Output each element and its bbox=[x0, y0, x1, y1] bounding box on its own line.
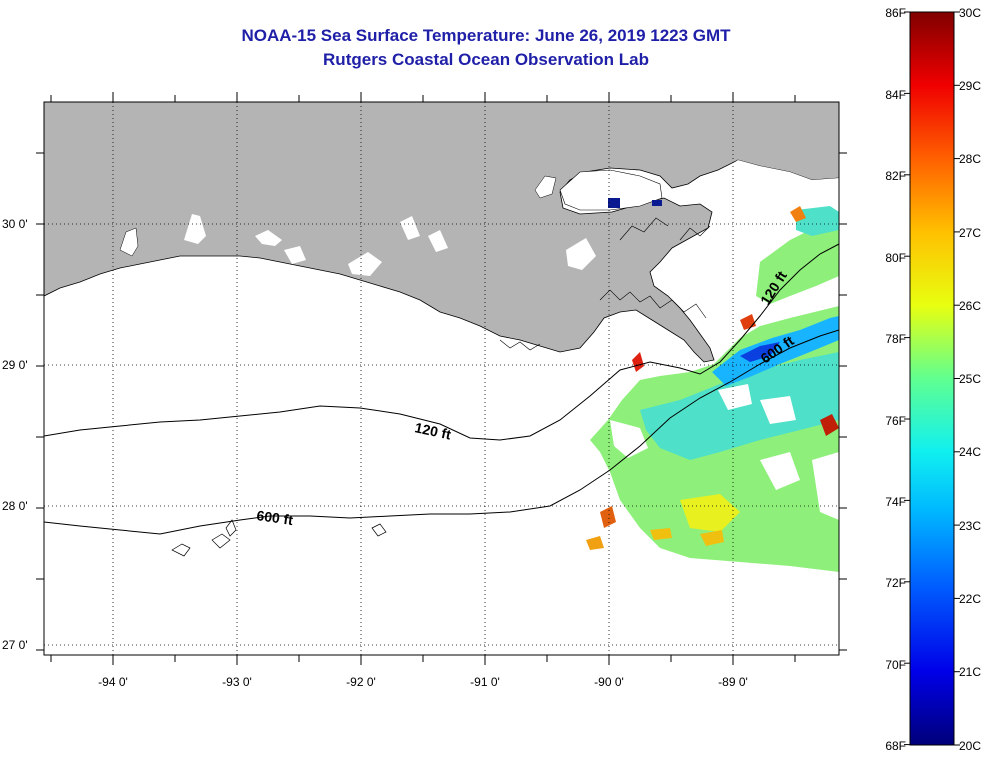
lake bbox=[255, 230, 282, 246]
colorbar-ticks bbox=[904, 11, 960, 746]
colorbar-c-label: 20C bbox=[959, 739, 981, 753]
coastline-detail bbox=[499, 217, 711, 351]
graticule bbox=[44, 102, 839, 655]
cloud-gap bbox=[712, 160, 839, 300]
colorbar bbox=[909, 11, 955, 746]
colorbar-c-label: 28C bbox=[959, 152, 981, 166]
colorbar-c-label: 25C bbox=[959, 372, 981, 386]
seamount-contours bbox=[171, 519, 387, 557]
colorbar-c-label: 26C bbox=[959, 299, 981, 313]
lat-label: 28 0' bbox=[2, 499, 28, 513]
lat-label: 29 0' bbox=[2, 358, 28, 372]
lat-label: 27 0' bbox=[2, 638, 28, 652]
colorbar-labels: 86F 84F 82F 80F 78F 76F 74F 72F 70F 68F … bbox=[885, 6, 981, 753]
cold-patch bbox=[652, 200, 662, 206]
lat-label: 30 0' bbox=[2, 217, 28, 231]
lon-label: -91 0' bbox=[470, 675, 500, 689]
colorbar-f-label: 68F bbox=[885, 739, 906, 753]
colorbar-c-label: 30C bbox=[959, 6, 981, 20]
colorbar-f-label: 80F bbox=[885, 251, 906, 265]
lake bbox=[348, 252, 382, 276]
lon-label: -94 0' bbox=[98, 675, 128, 689]
colorbar-f-label: 82F bbox=[885, 169, 906, 183]
lake bbox=[284, 246, 306, 264]
cold-patch bbox=[608, 198, 620, 208]
colorbar-c-label: 29C bbox=[959, 79, 981, 93]
lon-label: -89 0' bbox=[718, 675, 748, 689]
colorbar-c-label: 22C bbox=[959, 592, 981, 606]
map-subtitle: Rutgers Coastal Ocean Observation Lab bbox=[323, 50, 649, 69]
colorbar-f-label: 70F bbox=[885, 658, 906, 672]
colorbar-c-label: 23C bbox=[959, 519, 981, 533]
map-title: NOAA-15 Sea Surface Temperature: June 26… bbox=[241, 26, 731, 45]
lake bbox=[534, 175, 557, 199]
map-border bbox=[43, 101, 840, 656]
lon-label: -92 0' bbox=[346, 675, 376, 689]
lake bbox=[400, 216, 420, 240]
land-mass bbox=[44, 102, 839, 363]
colorbar-f-label: 78F bbox=[885, 332, 906, 346]
colorbar-c-label: 24C bbox=[959, 445, 981, 459]
lake-pontchartrain bbox=[559, 169, 663, 211]
colorbar-c-label: 21C bbox=[959, 665, 981, 679]
colorbar-c-label: 27C bbox=[959, 226, 981, 240]
lake bbox=[184, 214, 206, 244]
axis-ticks bbox=[36, 92, 847, 665]
colorbar-f-label: 84F bbox=[885, 88, 906, 102]
colorbar-f-label: 76F bbox=[885, 414, 906, 428]
lake bbox=[119, 227, 139, 257]
lon-label: -93 0' bbox=[222, 675, 252, 689]
lon-label: -90 0' bbox=[594, 675, 624, 689]
colorbar-f-label: 74F bbox=[885, 495, 906, 509]
colorbar-f-label: 86F bbox=[885, 6, 906, 20]
lake bbox=[566, 238, 596, 270]
lon-axis-labels: -94 0' -93 0' -92 0' -91 0' -90 0' -89 0… bbox=[98, 675, 748, 689]
contour-600ft bbox=[44, 329, 839, 535]
contour-label-600ft: 600 ft bbox=[256, 507, 295, 528]
contour-120ft bbox=[44, 243, 839, 441]
sst-data bbox=[586, 206, 839, 572]
colorbar-f-label: 72F bbox=[885, 576, 906, 590]
contour-label-120ft: 120 ft bbox=[413, 419, 452, 442]
lat-axis-labels: 30 0' 29 0' 28 0' 27 0' bbox=[2, 217, 28, 652]
lake bbox=[428, 230, 448, 252]
